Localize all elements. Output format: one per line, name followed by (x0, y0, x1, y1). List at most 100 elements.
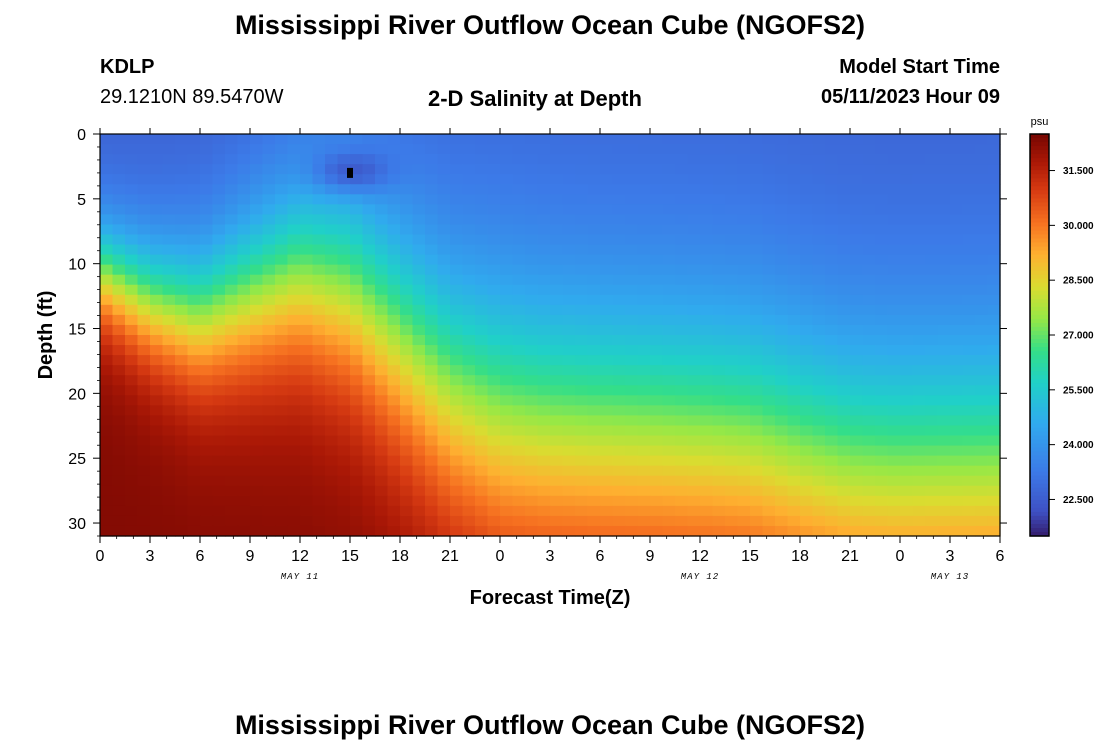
heatmap-cell (637, 154, 651, 165)
heatmap-cell (425, 274, 439, 286)
heatmap-cell (362, 264, 376, 276)
heatmap-cell (362, 234, 376, 246)
heatmap-cell (312, 475, 326, 487)
heatmap-cell (112, 415, 126, 427)
heatmap-cell (225, 284, 239, 296)
heatmap-cell (112, 184, 126, 195)
heatmap-cell (100, 465, 114, 477)
heatmap-cell (650, 324, 664, 336)
heatmap-cell (375, 475, 389, 487)
heatmap-cell (987, 214, 1001, 226)
heatmap-cell (250, 385, 264, 396)
heatmap-cell (587, 314, 601, 326)
heatmap-cell (300, 324, 314, 336)
heatmap-cell (462, 224, 476, 236)
heatmap-cell (737, 435, 751, 447)
heatmap-cell (475, 365, 489, 376)
heatmap-cell (475, 395, 489, 406)
heatmap-cell (200, 134, 214, 145)
heatmap-cell (187, 214, 201, 226)
heatmap-cell (887, 415, 901, 427)
heatmap-cell (375, 515, 389, 527)
heatmap-cell (775, 345, 789, 356)
heatmap-cell (812, 415, 826, 427)
heatmap-cell (250, 254, 264, 266)
heatmap-cell (300, 455, 314, 467)
heatmap-cell (837, 455, 851, 467)
heatmap-cell (962, 184, 976, 195)
heatmap-cell (150, 244, 164, 256)
heatmap-cell (287, 395, 301, 406)
heatmap-cell (187, 234, 201, 246)
heatmap-cell (900, 425, 914, 437)
heatmap-cell (737, 244, 751, 256)
heatmap-cell (875, 485, 889, 497)
heatmap-cell (562, 465, 576, 477)
heatmap-cell (750, 475, 764, 487)
heatmap-cell (512, 184, 526, 195)
heatmap-cell (675, 405, 689, 416)
heatmap-cell (362, 274, 376, 286)
heatmap-cell (900, 294, 914, 306)
heatmap-cell (150, 395, 164, 406)
heatmap-cell (250, 405, 264, 416)
heatmap-cell (500, 264, 514, 276)
heatmap-cell (850, 375, 864, 386)
heatmap-cell (700, 505, 714, 517)
heatmap-cell (400, 254, 414, 266)
heatmap-cell (712, 335, 726, 346)
heatmap-cell (825, 304, 839, 316)
colorbar-cell (1030, 226, 1049, 232)
heatmap-cell (712, 405, 726, 416)
heatmap-cell (387, 525, 401, 537)
heatmap-cell (287, 345, 301, 356)
heatmap-cell (350, 304, 364, 316)
heatmap-cell (700, 365, 714, 376)
heatmap-cell (762, 154, 776, 165)
heatmap-cell (762, 455, 776, 467)
heatmap-cell (137, 184, 151, 195)
colorbar-cell (1030, 326, 1049, 332)
heatmap-cell (687, 425, 701, 437)
heatmap-cell (962, 445, 976, 457)
heatmap-cell (462, 174, 476, 185)
heatmap-cell (875, 345, 889, 356)
heatmap-cell (837, 465, 851, 477)
heatmap-cell (862, 425, 876, 437)
heatmap-cell (850, 194, 864, 205)
heatmap-cell (325, 505, 339, 517)
heatmap-cell (237, 365, 251, 376)
heatmap-cell (450, 495, 464, 507)
heatmap-cell (375, 335, 389, 346)
heatmap-cell (212, 395, 226, 406)
heatmap-cell (587, 154, 601, 165)
heatmap-cell (400, 264, 414, 276)
heatmap-cell (812, 345, 826, 356)
heatmap-cell (562, 445, 576, 457)
heatmap-cell (575, 485, 589, 497)
heatmap-cell (787, 194, 801, 205)
heatmap-cell (375, 164, 389, 175)
heatmap-cell (575, 495, 589, 507)
heatmap-cell (837, 385, 851, 396)
heatmap-cell (400, 134, 414, 145)
heatmap-cell (637, 244, 651, 256)
heatmap-cell (725, 284, 739, 296)
heatmap-cell (462, 395, 476, 406)
heatmap-cell (300, 274, 314, 286)
heatmap-cell (687, 415, 701, 427)
heatmap-cell (475, 505, 489, 517)
heatmap-cell (425, 254, 439, 266)
heatmap-cell (950, 425, 964, 437)
heatmap-cell (200, 244, 214, 256)
heatmap-cell (412, 244, 426, 256)
heatmap-cell (525, 264, 539, 276)
heatmap-cell (487, 194, 501, 205)
heatmap-cell (950, 375, 964, 386)
heatmap-cell (412, 395, 426, 406)
heatmap-cell (837, 525, 851, 537)
heatmap-cell (862, 335, 876, 346)
heatmap-cell (987, 184, 1001, 195)
heatmap-cell (675, 495, 689, 507)
heatmap-cell (375, 144, 389, 155)
